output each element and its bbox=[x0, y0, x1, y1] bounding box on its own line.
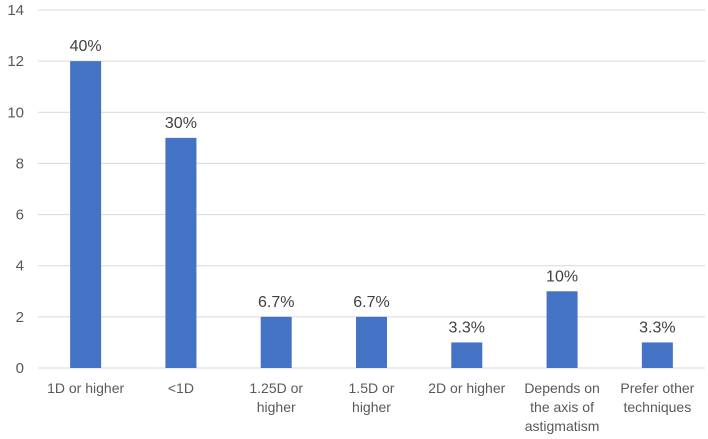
x-axis-labels: 1D or higher <1D 1.25D or higher 1.5D or high… bbox=[47, 380, 695, 434]
data-label: 10% bbox=[546, 268, 578, 285]
x-category-label-line: the axis of bbox=[530, 399, 594, 415]
x-category-label: 1D or higher bbox=[47, 380, 124, 396]
x-category-label-line: 1.5D or bbox=[349, 380, 395, 396]
x-category-label: Depends on the axis of astigmatism bbox=[524, 380, 600, 434]
gridlines bbox=[38, 9, 705, 369]
y-tick-label: 8 bbox=[16, 155, 24, 172]
y-tick-label: 10 bbox=[7, 104, 24, 121]
y-tick-label: 14 bbox=[7, 2, 24, 19]
bar bbox=[356, 316, 387, 368]
x-category-label: <1D bbox=[168, 380, 194, 396]
data-label: 40% bbox=[70, 38, 102, 55]
data-label: 3.3% bbox=[639, 319, 675, 336]
bar bbox=[546, 291, 578, 368]
x-category-label: Prefer other techniques bbox=[620, 380, 694, 415]
x-category-label-line: 1.25D or bbox=[249, 380, 303, 396]
data-label: 3.3% bbox=[449, 319, 485, 336]
x-category-label-line: higher bbox=[257, 399, 296, 415]
y-tick-label: 2 bbox=[16, 309, 24, 326]
y-tick-label: 4 bbox=[16, 258, 24, 275]
y-axis-ticks: 0 2 4 6 8 10 12 14 bbox=[7, 2, 24, 377]
x-category-label-line: <1D bbox=[168, 380, 194, 396]
x-category-label: 1.5D or higher bbox=[349, 380, 395, 415]
y-tick-label: 0 bbox=[16, 360, 24, 377]
x-category-label-line: Depends on bbox=[524, 380, 600, 396]
x-category-label-line: astigmatism bbox=[525, 418, 600, 434]
y-tick-label: 6 bbox=[16, 207, 24, 224]
x-category-label-line: higher bbox=[352, 399, 391, 415]
data-label: 6.7% bbox=[258, 294, 294, 311]
bar bbox=[641, 342, 673, 368]
bar bbox=[70, 61, 102, 369]
bar bbox=[165, 137, 197, 368]
x-category-label-line: techniques bbox=[623, 399, 691, 415]
data-labels: 40% 30% 6.7% 6.7% 3.3% 10% 3.3% bbox=[70, 38, 676, 336]
data-label: 6.7% bbox=[353, 294, 389, 311]
y-tick-label: 12 bbox=[7, 53, 24, 70]
bar bbox=[260, 316, 292, 368]
bars bbox=[70, 61, 673, 369]
x-category-label: 1.25D or higher bbox=[249, 380, 303, 415]
x-category-label: 2D or higher bbox=[428, 380, 505, 396]
bar bbox=[451, 342, 483, 368]
x-category-label-line: Prefer other bbox=[620, 380, 694, 396]
x-category-label-line: 1D or higher bbox=[47, 380, 124, 396]
x-category-label-line: 2D or higher bbox=[428, 380, 505, 396]
data-label: 30% bbox=[165, 115, 197, 132]
